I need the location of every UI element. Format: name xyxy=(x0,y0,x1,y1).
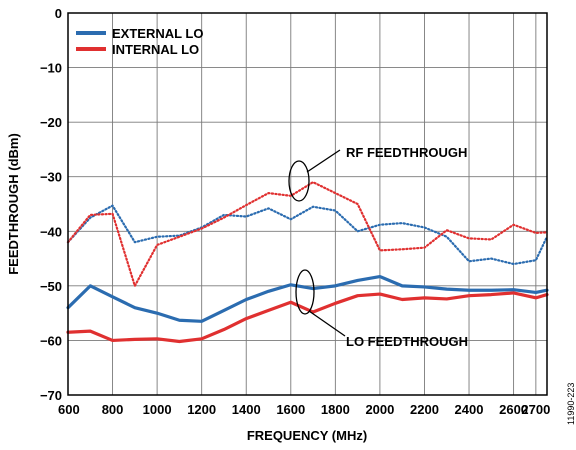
legend-label-internal-lo: INTERNAL LO xyxy=(112,42,199,57)
y-tick-label: −70 xyxy=(40,388,62,403)
lo-feedthrough-annotation: LO FEEDTHROUGH xyxy=(295,269,468,349)
y-tick-label: −20 xyxy=(40,115,62,130)
x-tick-label: 2600 xyxy=(499,402,528,417)
lo-feedthrough-line-internal xyxy=(66,291,549,344)
legend-label-external-lo: EXTERNAL LO xyxy=(112,26,204,41)
x-tick-label: 1600 xyxy=(276,402,305,417)
y-tick-label: −30 xyxy=(40,170,62,185)
x-tick-label: 600 xyxy=(58,402,80,417)
x-tick-label: 2700 xyxy=(521,402,550,417)
x-tick-label: 1200 xyxy=(187,402,216,417)
x-tick-label: 1000 xyxy=(143,402,172,417)
y-tick-label: 0 xyxy=(55,6,62,21)
rf-feedthrough-label: RF FEEDTHROUGH xyxy=(346,145,467,160)
rf-callout-line xyxy=(306,149,341,173)
x-tick-label: 2200 xyxy=(410,402,439,417)
plot-background xyxy=(68,13,547,395)
y-axis-label: FEEDTHROUGH (dBm) xyxy=(6,133,21,275)
x-axis-label: FREQUENCY (MHz) xyxy=(247,428,367,443)
rf-feedthrough-line-external xyxy=(66,204,549,266)
series-layer xyxy=(66,181,549,344)
y-tick-label: −10 xyxy=(40,61,62,76)
y-tick-label: −60 xyxy=(40,333,62,348)
lo-callout-line xyxy=(308,310,346,337)
rf-feedthrough-line-internal xyxy=(66,181,549,287)
legend: EXTERNAL LO INTERNAL LO xyxy=(76,26,204,57)
x-tick-label: 2000 xyxy=(365,402,394,417)
rf-feedthrough-annotation: RF FEEDTHROUGH xyxy=(288,145,467,202)
y-tick-label: −40 xyxy=(40,224,62,239)
x-tick-label: 2400 xyxy=(455,402,484,417)
x-tick-label: 1800 xyxy=(321,402,350,417)
y-tick-labels: 0 −10 −20 −30 −40 −50 −60 −70 xyxy=(40,6,62,403)
rf-callout-ellipse xyxy=(288,160,310,202)
lo-feedthrough-label: LO FEEDTHROUGH xyxy=(346,334,468,349)
y-tick-label: −50 xyxy=(40,279,62,294)
figure-id: 11990-223 xyxy=(566,383,576,425)
x-tick-labels: 600 800 1000 1200 1400 1600 1800 2000 2200 2400 26… xyxy=(58,402,550,417)
x-tick-label: 1400 xyxy=(232,402,261,417)
lo-feedthrough-line-external xyxy=(66,274,549,323)
lo-callout-ellipse xyxy=(295,269,315,315)
plot-frame xyxy=(67,12,548,396)
x-tick-label: 800 xyxy=(102,402,124,417)
